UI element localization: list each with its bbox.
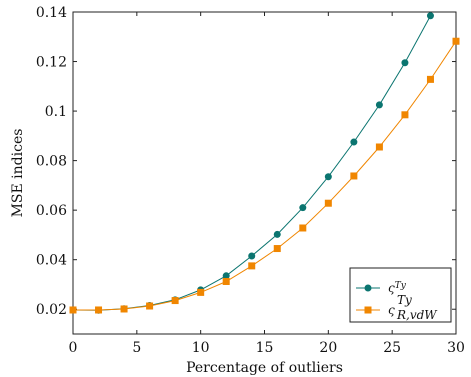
- series-1-point: [401, 59, 409, 67]
- x-tick-label: 25: [383, 340, 401, 356]
- series-2-line: [73, 40, 457, 311]
- series-1-point: [324, 173, 332, 181]
- series-2-point: [248, 262, 256, 270]
- legend-marker-series-1: [364, 284, 372, 292]
- y-axis-label: MSE indices: [10, 129, 26, 218]
- y-axis: 0.02 0.04 0.06 0.08 0.1 0.12 0.14: [36, 5, 456, 318]
- legend-marker-series-2: [364, 306, 372, 314]
- x-tick-label: 10: [192, 340, 210, 356]
- legend-label-series-2: ς: [388, 303, 395, 317]
- legend-label-series-2-sup: Ty: [397, 293, 412, 307]
- series-1-point: [375, 101, 383, 109]
- series-2-point: [401, 111, 409, 119]
- y-tick-label: 0.1: [45, 104, 67, 120]
- series-2-point: [452, 37, 460, 45]
- y-tick-label: 0.02: [36, 302, 67, 318]
- series-2-point: [120, 305, 128, 313]
- series-2-point: [222, 277, 230, 285]
- y-tick-label: 0.06: [36, 203, 67, 219]
- x-tick-label: 5: [132, 340, 141, 356]
- series-1-point: [350, 138, 358, 146]
- y-tick-label: 0.14: [36, 5, 67, 21]
- legend-label-series-1: ςTy: [388, 281, 407, 295]
- legend-label-series-1-sub: Ty: [395, 281, 407, 291]
- series-1-point: [426, 12, 434, 20]
- y-tick-label: 0.04: [36, 253, 67, 269]
- x-tick-label: 0: [69, 340, 78, 356]
- series-2-point: [375, 143, 383, 151]
- legend-label-series-2-sub: R,vdW: [396, 308, 438, 322]
- series-2-point: [171, 297, 179, 305]
- series-2-point: [299, 224, 307, 232]
- series-1-point: [273, 230, 281, 238]
- series-2-point: [146, 302, 154, 310]
- series-layer: [69, 12, 460, 314]
- x-tick-label: 20: [319, 340, 337, 356]
- series-2-point: [273, 245, 281, 253]
- series-2-point: [324, 199, 332, 207]
- x-tick-label: 30: [447, 340, 465, 356]
- y-tick-label: 0.08: [36, 154, 67, 170]
- series-2-point: [197, 288, 205, 296]
- series-1-point: [299, 204, 307, 212]
- series-2-point: [350, 172, 358, 180]
- series-1-point: [248, 252, 256, 260]
- series-2-point: [69, 306, 77, 314]
- series-2-point: [426, 75, 434, 83]
- x-axis: 0 5 10 15 20 25 30: [69, 12, 465, 356]
- series-1-point: [222, 272, 230, 280]
- legend-label-series-2-main: ς: [388, 303, 395, 317]
- x-tick-label: 15: [256, 340, 274, 356]
- legend-label-series-1-main: ς: [388, 281, 395, 295]
- x-axis-label: Percentage of outliers: [186, 360, 343, 376]
- y-tick-label: 0.12: [36, 55, 67, 71]
- legend: ςTy ς Ty R,vdW: [349, 267, 452, 323]
- series-2-point: [95, 306, 103, 314]
